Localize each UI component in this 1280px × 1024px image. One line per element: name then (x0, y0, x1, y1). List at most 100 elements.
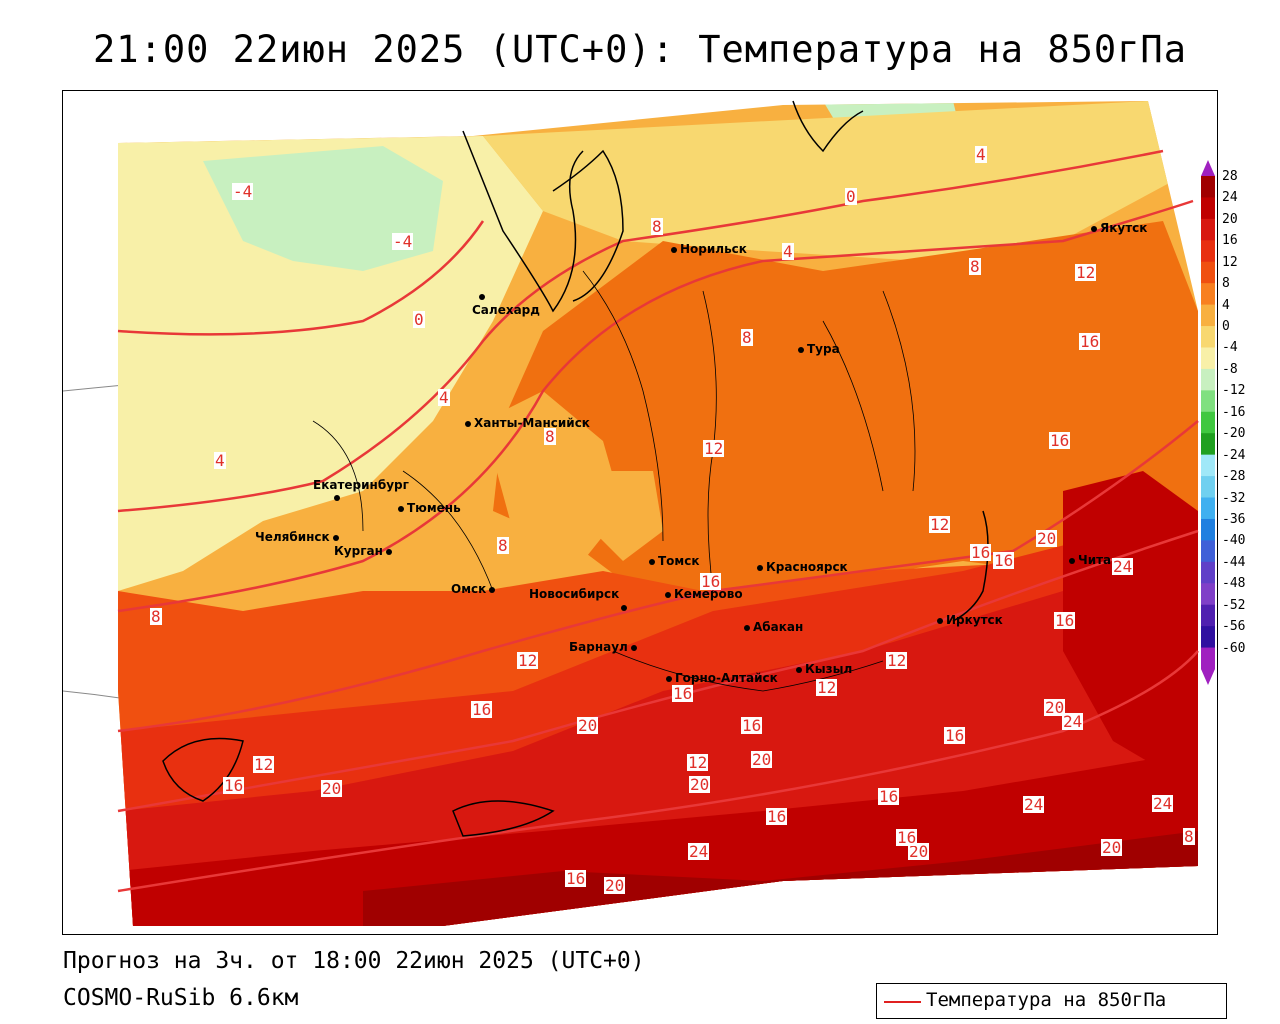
contour-label: 12 (687, 753, 709, 772)
colorbar-segment (1201, 261, 1215, 284)
contour-label: 16 (993, 551, 1015, 570)
contour-label: 20 (1044, 698, 1066, 717)
map-frame (62, 90, 1218, 935)
colorbar-segment (1201, 390, 1215, 413)
colorbar-tick-label: -24 (1222, 447, 1246, 463)
contour-label: 24 (688, 842, 710, 861)
city-label: Чита (1069, 553, 1111, 567)
colorbar-segment (1201, 197, 1215, 220)
city-label: Курган (334, 544, 395, 558)
colorbar-tick-label: -4 (1222, 340, 1238, 356)
contour-label: 8 (497, 536, 509, 555)
city-label: Ханты-Мансийск (465, 416, 590, 430)
contour-label: 4 (438, 388, 450, 407)
contour-label: 20 (1101, 838, 1123, 857)
colorbar-segment (1201, 561, 1215, 584)
city-label: Екатеринбург (313, 478, 409, 492)
contour-label: 16 (223, 776, 245, 795)
colorbar-segment (1201, 497, 1215, 520)
colorbar-tick-label: -36 (1222, 511, 1246, 527)
colorbar-segment (1201, 176, 1215, 198)
contour-label: 20 (604, 876, 626, 895)
city-label: Кызыл (796, 662, 852, 676)
colorbar-segment (1201, 283, 1215, 306)
colorbar-tick-label: 12 (1222, 254, 1238, 270)
colorbar-tick-label: -16 (1222, 404, 1246, 420)
colorbar-tick-label: -48 (1222, 576, 1246, 592)
city-label: Якутск (1091, 221, 1147, 235)
colorbar-tick-label: -32 (1222, 490, 1246, 506)
contour-label: 0 (845, 187, 857, 206)
contour-label: 16 (565, 869, 587, 888)
colorbar-tick-label: 4 (1222, 297, 1230, 313)
city-label (334, 490, 343, 504)
contour-label: -4 (232, 182, 254, 201)
contour-label: 24 (1062, 712, 1084, 731)
city-label: Кемерово (665, 587, 743, 601)
colorbar-tick-label: 24 (1222, 190, 1238, 206)
contour-label: -4 (392, 232, 414, 251)
colorbar-tick-label: 8 (1222, 276, 1230, 292)
colorbar-segment (1201, 626, 1215, 649)
contour-label: 8 (969, 257, 981, 276)
colorbar-segment (1201, 304, 1215, 327)
city-label (621, 600, 630, 614)
map-title: 21:00 22июн 2025 (UTC+0): Температура на… (93, 28, 1187, 71)
contour-label: 16 (878, 787, 900, 806)
colorbar-tick-label: -60 (1222, 640, 1246, 656)
colorbar-segment (1201, 604, 1215, 627)
colorbar-segment (1201, 476, 1215, 499)
contour-label: 12 (1075, 263, 1097, 282)
colorbar-segment (1201, 454, 1215, 477)
city-label: Салехард (472, 303, 540, 317)
city-label: Норильск (671, 242, 747, 256)
city-label: Новосибирск (529, 587, 620, 601)
colorbar-segment (1201, 368, 1215, 391)
temperature-map (63, 100, 1199, 926)
colorbar-segment (1201, 540, 1215, 563)
contour-label: 24 (1023, 795, 1045, 814)
city-label: Горно-Алтайск (666, 671, 778, 685)
colorbar-tick-label: -44 (1222, 554, 1246, 570)
isotherms (117, 149, 1199, 893)
city-label: Абакан (744, 620, 803, 634)
colorbar-segment (1201, 326, 1215, 348)
contour-label: 24 (1112, 557, 1134, 576)
colorbar-tick-label: 20 (1222, 211, 1238, 227)
colorbar-tick-label: -28 (1222, 469, 1246, 485)
colorbar-segment (1201, 433, 1215, 456)
contour-label: 16 (896, 828, 918, 847)
city-label: Барнаул (569, 640, 640, 654)
model-name: COSMO-RuSib 6.6км (63, 985, 299, 1011)
colorbar-tick-label: -52 (1222, 597, 1246, 613)
contour-label: 24 (1152, 794, 1174, 813)
city-label: Челябинск (255, 530, 342, 544)
regions (312, 270, 916, 692)
contour-label: 20 (908, 842, 930, 861)
contour-label: 16 (766, 807, 788, 826)
contour-label: 20 (751, 750, 773, 769)
contour-label: 12 (929, 515, 951, 534)
colorbar-segment (1201, 218, 1215, 241)
city-label: Тюмень (398, 501, 461, 515)
contour-label: 20 (1036, 529, 1058, 548)
colorbar-segment (1201, 240, 1215, 263)
contour-label: 12 (517, 651, 539, 670)
forecast-info: Прогноз на 3ч. от 18:00 22июн 2025 (UTC+… (63, 948, 645, 974)
contour-label: 20 (577, 716, 599, 735)
contour-label: 0 (413, 310, 425, 329)
contour-label: 8 (651, 217, 663, 236)
contour-label: 4 (782, 242, 794, 261)
city-label: Тура (798, 342, 840, 356)
city-label: Красноярск (757, 560, 848, 574)
borders (162, 100, 989, 837)
colorbar-segment (1201, 347, 1215, 370)
contour-label: 16 (944, 726, 966, 745)
colorbar (1201, 160, 1215, 685)
contour-label: 16 (471, 700, 493, 719)
city-label: Иркутск (937, 613, 1003, 627)
contour-label: 8 (544, 427, 556, 446)
colorbar-segment (1201, 583, 1215, 606)
contour-label: 12 (253, 755, 275, 774)
colorbar-tick-label: -56 (1222, 619, 1246, 635)
